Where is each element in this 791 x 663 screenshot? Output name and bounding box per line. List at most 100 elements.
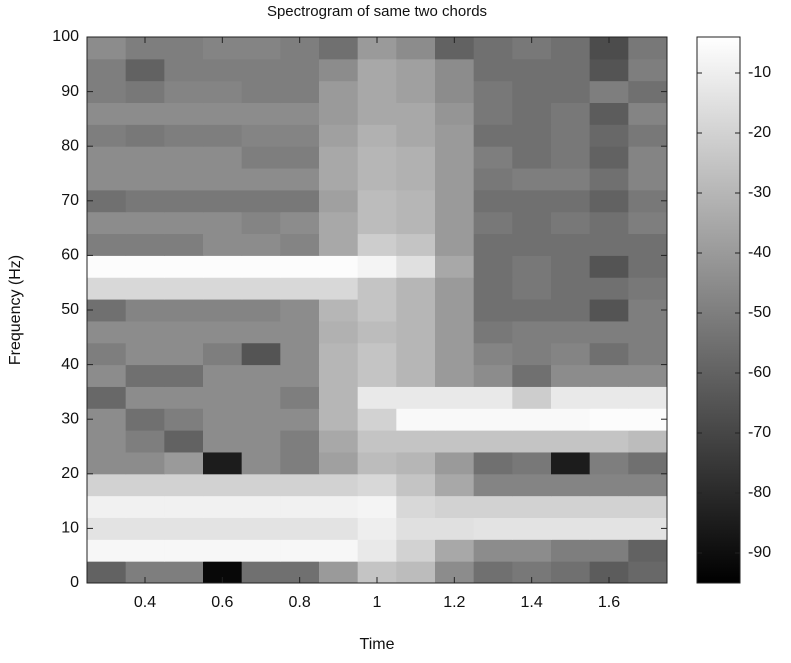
heat-cell: [319, 517, 359, 540]
heat-cell: [589, 430, 629, 453]
heat-cell: [435, 495, 475, 518]
heat-cell: [164, 80, 204, 104]
heat-cell: [357, 37, 397, 60]
colorbar-tick-label: -30: [748, 184, 771, 201]
heat-cell: [435, 58, 475, 82]
heat-cell: [512, 124, 552, 147]
heat-cell: [357, 539, 397, 562]
heat-cell: [473, 80, 513, 104]
heat-cell: [280, 473, 320, 497]
heat-cell: [589, 495, 629, 518]
heat-cell: [589, 473, 629, 497]
heat-cell: [512, 539, 552, 562]
heat-cell: [396, 495, 436, 518]
heat-cell: [203, 277, 243, 300]
heat-cell: [87, 364, 127, 387]
heat-cell: [435, 517, 475, 540]
heat-cell: [512, 211, 552, 235]
heat-cell: [319, 168, 359, 191]
heat-cell: [319, 211, 359, 235]
heat-cell: [396, 37, 436, 60]
heat-cell: [396, 561, 436, 584]
heat-cell: [241, 320, 281, 344]
heat-cell: [357, 342, 397, 366]
heat-cell: [435, 299, 475, 322]
heat-cell: [319, 430, 359, 453]
heat-cell: [164, 146, 204, 169]
heat-cell: [280, 233, 320, 256]
heat-cell: [435, 473, 475, 497]
heat-cell: [628, 189, 668, 213]
heat-cell: [628, 451, 668, 475]
heat-cell: [435, 364, 475, 387]
heat-cell: [203, 539, 243, 562]
heat-cell: [241, 255, 281, 278]
heat-cell: [357, 277, 397, 300]
heat-cell: [589, 517, 629, 540]
heat-cell: [87, 539, 127, 562]
heat-cell: [87, 168, 127, 191]
heat-cell: [203, 168, 243, 191]
heat-cell: [357, 408, 397, 431]
heat-cell: [435, 561, 475, 584]
heat-cell: [203, 408, 243, 431]
heat-cell: [241, 211, 281, 235]
heat-cell: [357, 561, 397, 584]
heat-cell: [396, 473, 436, 497]
heat-cell: [164, 539, 204, 562]
heat-cell: [589, 364, 629, 387]
heat-cell: [473, 364, 513, 387]
heat-cell: [589, 386, 629, 409]
x-tick-label: 1.4: [521, 594, 543, 611]
heat-cell: [589, 233, 629, 256]
heat-cell: [87, 408, 127, 431]
heat-cell: [357, 80, 397, 104]
heat-cell: [241, 124, 281, 147]
heat-cell: [473, 386, 513, 409]
heat-cell: [319, 189, 359, 213]
heat-cell: [164, 299, 204, 322]
heat-cell: [125, 37, 165, 60]
heat-cell: [628, 255, 668, 278]
heat-cell: [203, 430, 243, 453]
heat-cell: [241, 342, 281, 366]
heat-cell: [125, 451, 165, 475]
heat-cell: [319, 58, 359, 82]
heat-cell: [125, 561, 165, 584]
heat-cell: [589, 37, 629, 60]
heat-cell: [628, 168, 668, 191]
heat-cell: [357, 211, 397, 235]
y-axis-label: Frequency (Hz): [7, 255, 24, 365]
heat-cell: [203, 146, 243, 169]
heat-cell: [435, 277, 475, 300]
heat-cell: [125, 168, 165, 191]
heat-cell: [125, 342, 165, 366]
heat-cell: [164, 451, 204, 475]
heat-cell: [628, 342, 668, 366]
heat-cell: [125, 473, 165, 497]
heat-cell: [589, 124, 629, 147]
heat-cell: [435, 124, 475, 147]
heat-cell: [512, 80, 552, 104]
heat-cell: [551, 517, 591, 540]
heat-cell: [473, 189, 513, 213]
heat-cell: [319, 539, 359, 562]
heat-cell: [280, 299, 320, 322]
y-tick-label: 90: [61, 83, 79, 100]
heat-cell: [473, 102, 513, 125]
heat-cell: [551, 299, 591, 322]
heat-cell: [319, 451, 359, 475]
heat-cell: [357, 386, 397, 409]
heat-cell: [164, 364, 204, 387]
y-tick-label: 20: [61, 465, 79, 482]
heat-cell: [164, 408, 204, 431]
heat-cell: [319, 495, 359, 518]
heat-cell: [357, 451, 397, 475]
heat-cell: [203, 255, 243, 278]
heat-cell: [203, 342, 243, 366]
heat-cell: [512, 386, 552, 409]
heat-cell: [280, 102, 320, 125]
heat-cell: [396, 58, 436, 82]
x-tick-label: 1.6: [598, 594, 620, 611]
heat-cell: [203, 299, 243, 322]
